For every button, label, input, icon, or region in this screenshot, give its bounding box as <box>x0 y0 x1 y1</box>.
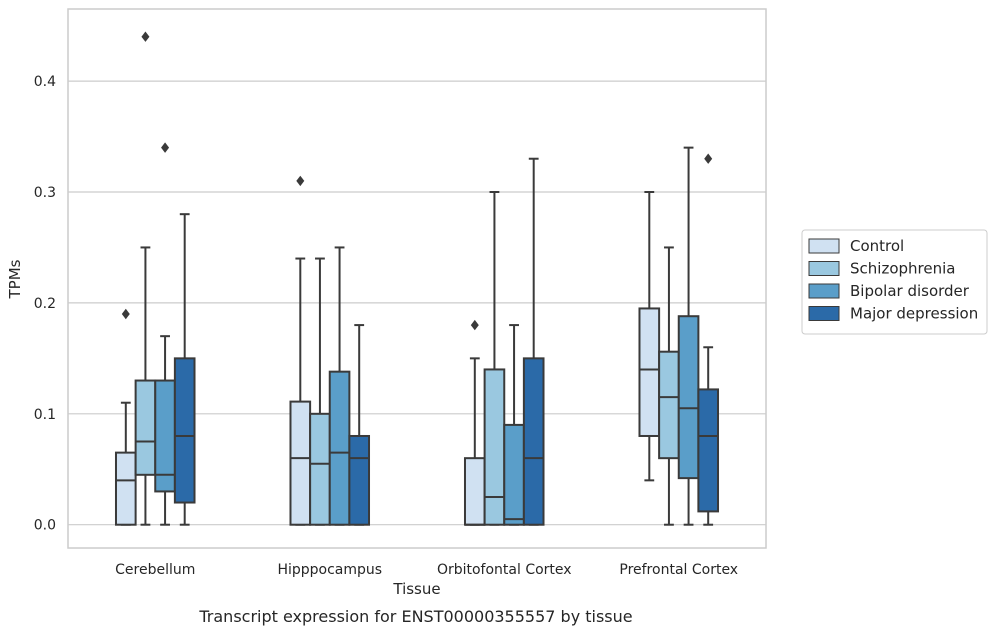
box-iqr <box>134 379 157 476</box>
x-axis-label: Tissue <box>392 580 440 598</box>
box-iqr <box>463 457 486 526</box>
legend: Control Schizophrenia Bipolar disorder Majo… <box>801 229 988 335</box>
outlier-point <box>161 142 170 153</box>
legend-label: Major depression <box>850 305 978 323</box>
plot-frame <box>67 8 767 549</box>
box-iqr <box>483 368 506 526</box>
box <box>697 153 720 526</box>
y-tick-label: 0.1 <box>34 407 56 423</box>
box <box>154 142 176 526</box>
box <box>328 246 351 526</box>
x-tick-label: Orbitofontal Cortex <box>437 562 572 578</box>
box-iqr <box>522 357 545 526</box>
outlier-point <box>121 308 130 320</box>
y-tick-label: 0.0 <box>34 518 56 534</box>
box <box>289 175 312 526</box>
series-group <box>154 142 700 526</box>
outlier-point <box>296 175 305 187</box>
box <box>658 246 680 526</box>
y-tick-label: 0.2 <box>34 296 56 312</box>
legend-label: Schizophrenia <box>850 260 955 278</box>
box-iqr <box>328 370 351 526</box>
box-iqr <box>309 412 331 526</box>
series-group <box>173 153 720 526</box>
outlier-point <box>470 319 479 331</box>
box-iqr <box>658 350 680 460</box>
y-axis-ticks: 0.0 0.1 0.2 0.3 0.4 <box>34 74 56 534</box>
y-tick-label: 0.3 <box>34 185 56 201</box>
series-group <box>114 175 661 526</box>
legend-label: Bipolar disorder <box>850 282 970 300</box>
box <box>463 319 486 526</box>
box-iqr <box>173 357 196 504</box>
legend-swatch <box>808 306 840 321</box>
box-iqr <box>114 451 137 526</box>
y-tick-label: 0.4 <box>34 74 56 90</box>
box <box>503 324 525 526</box>
x-tick-label: Cerebellum <box>115 562 195 578</box>
box-iqr <box>348 434 371 526</box>
box <box>114 308 137 526</box>
box <box>348 324 371 526</box>
legend-label: Control <box>850 237 904 255</box>
box <box>638 190 661 482</box>
outlier-point <box>141 31 150 42</box>
box-iqr <box>503 423 525 526</box>
box <box>677 146 700 526</box>
box <box>309 257 331 526</box>
outlier-point <box>704 153 713 164</box>
box-iqr <box>697 388 720 513</box>
legend-swatch <box>808 238 840 254</box>
legend-swatch <box>808 283 840 299</box>
box-iqr <box>638 307 661 437</box>
legend-frame <box>801 229 988 335</box>
series-group <box>134 31 680 526</box>
box-iqr <box>289 400 312 526</box>
x-tick-label: Hipppocampus <box>277 562 382 578</box>
chart-caption: Transcript expression for ENST0000035555… <box>198 607 632 626</box>
box <box>173 213 196 526</box>
box-plot-series <box>114 31 720 526</box>
box <box>522 157 545 526</box>
x-tick-label: Prefrontal Cortex <box>619 562 738 578</box>
box <box>134 31 157 526</box>
x-axis-ticks: Cerebellum Hipppocampus Orbitofontal Corte… <box>115 562 738 578</box>
legend-swatch <box>808 261 840 276</box>
box <box>483 190 506 526</box>
box-iqr <box>677 315 700 480</box>
y-axis-label: TPMs <box>6 259 24 299</box>
